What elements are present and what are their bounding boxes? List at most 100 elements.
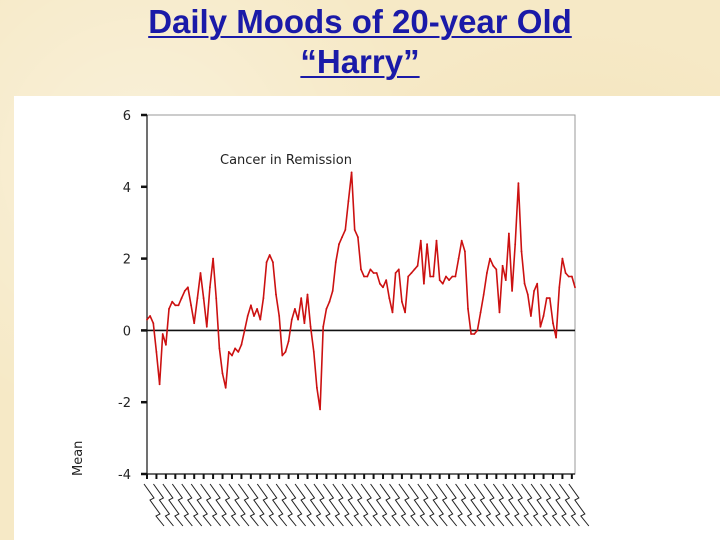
- data-point: [215, 297, 218, 299]
- data-point: [193, 322, 196, 325]
- y-axis-label: Mean: [71, 441, 86, 476]
- data-point: [504, 279, 507, 281]
- x-tick-label: [511, 483, 533, 527]
- data-point: [495, 268, 498, 271]
- x-tick-label: [360, 483, 382, 527]
- chart-panel: -4 -2 0 2 4 6 Cancer in Remission Mean: [14, 96, 720, 540]
- x-tick-label: [304, 483, 325, 527]
- x-tick-label: [540, 483, 561, 527]
- data-point: [357, 236, 359, 239]
- data-point: [284, 351, 287, 353]
- x-tick-label: [247, 483, 269, 527]
- x-tick-label: [407, 483, 429, 527]
- x-tick-label: [219, 483, 240, 527]
- data-point: [209, 286, 211, 289]
- data-point: [165, 343, 167, 346]
- data-point: [539, 325, 542, 328]
- data-point: [250, 304, 252, 307]
- x-tick-label: [209, 483, 231, 527]
- data-point: [533, 290, 535, 292]
- data-point: [479, 311, 482, 314]
- y-tick-label: 4: [123, 181, 131, 196]
- data-point: [319, 408, 321, 411]
- x-tick-label: [559, 483, 580, 527]
- x-tick-label: [398, 483, 420, 527]
- data-point: [426, 243, 428, 246]
- data-point: [372, 272, 375, 274]
- data-point: [202, 297, 205, 299]
- data-point: [438, 279, 441, 281]
- data-point: [464, 250, 466, 253]
- mood-line-chart: -4 -2 0 2 4 6 Cancer in Remission Mean: [71, 109, 590, 527]
- data-point: [196, 297, 199, 299]
- data-point: [526, 293, 529, 296]
- data-point: [407, 275, 410, 278]
- x-tick-label: [530, 483, 552, 527]
- data-point: [473, 333, 476, 335]
- data-point: [498, 311, 501, 314]
- data-point: [394, 272, 397, 274]
- data-point: [501, 264, 504, 267]
- data-point: [492, 264, 495, 267]
- data-point: [574, 286, 576, 289]
- x-tick-label: [379, 483, 401, 527]
- data-point: [240, 343, 243, 346]
- data-point: [180, 297, 183, 299]
- data-point: [227, 351, 230, 353]
- x-tick-label: [464, 483, 486, 527]
- x-tick-labels: [143, 483, 590, 527]
- series-points: [146, 171, 576, 411]
- data-point: [224, 386, 227, 389]
- data-point: [555, 336, 557, 339]
- slide-title-line2: “Harry”: [300, 43, 420, 80]
- x-tick-label: [181, 483, 203, 527]
- data-point: [397, 268, 400, 271]
- data-point: [334, 261, 337, 264]
- x-tick-label: [313, 483, 335, 527]
- data-point: [542, 315, 545, 317]
- x-tick-label: [275, 483, 297, 527]
- data-point: [413, 268, 416, 271]
- data-point: [265, 261, 268, 264]
- data-point: [338, 243, 340, 246]
- data-point: [482, 293, 485, 296]
- data-point: [401, 300, 403, 303]
- data-point: [268, 254, 271, 256]
- data-point: [552, 322, 554, 325]
- data-point: [445, 275, 447, 278]
- y-tick-label: 2: [123, 253, 131, 268]
- x-tick-label: [521, 483, 543, 527]
- data-point: [190, 304, 193, 307]
- data-point: [508, 232, 510, 235]
- x-tick-label: [417, 483, 439, 527]
- data-point: [303, 322, 306, 325]
- data-point: [451, 275, 454, 278]
- y-tick-label: 6: [123, 109, 131, 124]
- data-point: [347, 200, 350, 203]
- x-tick-label: [389, 483, 410, 527]
- x-tick-label: [256, 483, 278, 527]
- slide-title: Daily Moods of 20-year Old “Harry”: [0, 2, 720, 82]
- data-point: [237, 351, 240, 353]
- data-point: [309, 325, 312, 328]
- data-point: [350, 171, 353, 174]
- data-point: [246, 315, 249, 317]
- data-point: [454, 275, 457, 278]
- data-point: [567, 275, 570, 278]
- data-point: [435, 239, 438, 242]
- data-point: [287, 340, 290, 343]
- x-tick-label: [294, 483, 316, 527]
- data-point: [489, 257, 491, 260]
- y-tick-label: 0: [123, 324, 131, 339]
- data-point: [328, 300, 331, 303]
- x-tick-label: [474, 483, 495, 527]
- data-point: [369, 268, 372, 271]
- y-axis: -4 -2 0 2 4 6: [118, 109, 148, 483]
- data-point: [205, 325, 208, 328]
- data-point: [297, 318, 299, 321]
- x-tick-label: [492, 483, 514, 527]
- data-point: [221, 372, 224, 375]
- data-point: [218, 347, 221, 350]
- data-point: [441, 282, 444, 285]
- data-point: [306, 293, 309, 296]
